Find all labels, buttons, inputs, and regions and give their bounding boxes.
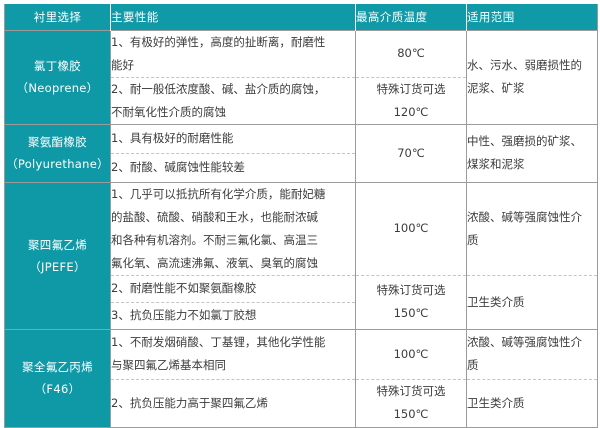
table-row: 聚全氟乙丙烯 （F46） 1、不耐发烟硝酸、丁基锂，其他化学性能 与聚四氟乙烯基… — [4, 328, 598, 427]
column-header-applicable-range: 适用范围 — [466, 4, 598, 30]
table-row: 2、耐酸、碱腐蚀性能较差 — [5, 152, 598, 182]
temperature-line: 特殊订货可选 — [376, 384, 446, 398]
temperature-line: 100℃ — [393, 221, 429, 235]
temperature-line: 100℃ — [393, 346, 429, 361]
performance-line: 2、耐酸、碱腐蚀性能较差 — [111, 160, 245, 174]
performance-line: 与聚四氟乙烯基本相同 — [111, 358, 226, 372]
scope-cell: 浓酸、碱等强腐蚀性介 质 — [466, 181, 598, 275]
material-name-zh: 聚全氟乙丙烯 — [22, 360, 93, 374]
temperature-line: 150℃ — [393, 407, 429, 421]
material-name-en: （JPEFE） — [29, 259, 86, 274]
temperature-cell: 100℃ — [355, 181, 467, 275]
performance-cell: 2、耐酸、碱腐蚀性能较差 — [110, 152, 356, 182]
performance-cell: 1、具有极好的耐磨性能 — [110, 123, 356, 153]
material-name-zh: 聚四氟乙烯 — [28, 237, 87, 252]
table-header-row: 衬里选择 主要性能 最高介质温度 适用范围 — [4, 4, 598, 30]
performance-cell: 3、抗负压能力不如氯丁胶想 — [110, 301, 356, 329]
material-cell-neoprene: 氯丁橡胶 （Neoprene） — [4, 29, 111, 124]
table-row: 2、抗负压能力高于聚四氟乙烯 特殊订货可选 150℃ 卫生类介质 — [5, 378, 598, 427]
table-row: 2、耐一般低浓度酸、碱、盐介质的腐蚀， 不耐氧化性介质的腐蚀 特殊订货可选 12… — [5, 76, 598, 124]
column-header-lining-selection: 衬里选择 — [4, 4, 111, 30]
performance-line: 1、有极好的弹性，高度的扯断离，耐磨性 — [111, 34, 326, 49]
scope-cell: 中性、强磨损的矿浆、 煤浆和泥浆 — [466, 123, 598, 182]
scope-line: 泥浆、矿浆 — [467, 81, 525, 95]
performance-line: 2、抗负压能力高于聚四氟乙烯 — [111, 395, 268, 410]
performance-cell: 1、几乎可以抵抗所有化学介质，能耐妃糖 的盐酸、硫酸、硝酸和王水，也能耐浓碱 和… — [110, 181, 356, 275]
scope-line: 煤浆和泥浆 — [467, 157, 525, 171]
temperature-line: 70℃ — [397, 145, 425, 160]
temperature-cell: 特殊订货可选 150℃ — [355, 274, 467, 329]
performance-line: 3、抗负压能力不如氯丁胶想 — [111, 308, 257, 322]
scope-line: 卫生类介质 — [467, 395, 525, 410]
table-row: 氯丁橡胶 （Neoprene） 1、有极好的弹性，高度的扯断离，耐磨性 能好 8… — [4, 29, 598, 124]
temperature-line: 150℃ — [393, 306, 429, 320]
temperature-cell: 100℃ — [355, 328, 467, 379]
temperature-cell: 80℃ — [355, 29, 467, 77]
temperature-line: 特殊订货可选 — [376, 283, 446, 297]
temperature-cell: 特殊订货可选 150℃ — [355, 378, 467, 427]
performance-line: 2、耐一般低浓度酸、碱、盐介质的腐蚀， — [111, 81, 326, 96]
scope-cell: 卫生类介质 — [466, 378, 598, 427]
scope-cell: 水、污水、弱磨损性的 泥浆、矿浆 — [466, 29, 598, 124]
material-name-zh: 聚氨酯橡胶 — [28, 135, 87, 149]
material-cell-f46: 聚全氟乙丙烯 （F46） — [4, 328, 111, 427]
table-row: 3、抗负压能力不如氯丁胶想 — [5, 301, 598, 329]
temperature-line: 120℃ — [393, 104, 429, 119]
column-header-max-medium-temperature: 最高介质温度 — [355, 4, 467, 30]
performance-line: 能好 — [111, 57, 134, 72]
table-row: 2、耐磨性能不如聚氨酯橡胶 特殊订货可选 150℃ 卫生类介质 — [5, 274, 598, 329]
scope-cell: 浓酸、碱等强腐蚀性介 质 — [466, 328, 598, 379]
material-name-en: （F46） — [34, 382, 81, 396]
column-header-main-performance: 主要性能 — [110, 4, 356, 30]
performance-line: 和各种有机溶剂。不耐三氟化氯、高温三 — [111, 232, 318, 247]
performance-line: 氟化氧、高流速沸氟、液氧、臭氧的腐蚀 — [111, 255, 318, 270]
scope-line: 中性、强磨损的矿浆、 — [467, 134, 582, 148]
performance-cell: 2、耐一般低浓度酸、碱、盐介质的腐蚀， 不耐氧化性介质的腐蚀 — [110, 76, 356, 124]
scope-line: 浓酸、碱等强腐蚀性介 — [467, 335, 582, 349]
performance-cell: 1、有极好的弹性，高度的扯断离，耐磨性 能好 — [110, 29, 356, 77]
temperature-cell: 70℃ — [355, 123, 467, 182]
performance-line: 的盐酸、硫酸、硝酸和王水，也能耐浓碱 — [111, 209, 318, 224]
scope-line: 质 — [467, 358, 479, 372]
material-name-zh: 氯丁橡胶 — [33, 59, 82, 73]
material-cell-jpefe: 聚四氟乙烯 （JPEFE） — [4, 181, 111, 329]
scope-cell: 卫生类介质 — [466, 274, 598, 329]
table-row: 聚四氟乙烯 （JPEFE） 1、几乎可以抵抗所有化学介质，能耐妃糖 的盐酸、硫酸… — [4, 181, 598, 329]
scope-line: 浓酸、碱等强腐蚀性介 — [467, 209, 582, 224]
performance-cell: 1、不耐发烟硝酸、丁基锂，其他化学性能 与聚四氟乙烯基本相同 — [110, 328, 356, 379]
performance-line: 1、具有极好的耐磨性能 — [111, 131, 234, 145]
temperature-cell: 特殊订货可选 120℃ — [355, 76, 467, 124]
temperature-line: 特殊订货可选 — [376, 81, 446, 96]
material-name-en: （Neoprene） — [16, 81, 99, 95]
performance-cell: 2、抗负压能力高于聚四氟乙烯 — [110, 378, 356, 427]
scope-line: 水、污水、弱磨损性的 — [467, 58, 582, 72]
performance-line: 1、不耐发烟硝酸、丁基锂，其他化学性能 — [111, 335, 326, 349]
performance-line: 1、几乎可以抵抗所有化学介质，能耐妃糖 — [111, 186, 326, 201]
lining-selection-table: 衬里选择 主要性能 最高介质温度 适用范围 氯丁橡胶 （Neoprene） 1、… — [4, 4, 598, 428]
temperature-line: 80℃ — [397, 46, 425, 60]
performance-cell: 2、耐磨性能不如聚氨酯橡胶 — [110, 274, 356, 302]
material-name-en: （Polyurethane） — [6, 157, 109, 171]
performance-line: 2、耐磨性能不如聚氨酯橡胶 — [111, 281, 257, 295]
table-row: 聚氨酯橡胶 （Polyurethane） 1、具有极好的耐磨性能 70℃ 中性、… — [4, 123, 598, 182]
material-cell-polyurethane: 聚氨酯橡胶 （Polyurethane） — [4, 123, 111, 182]
performance-line: 不耐氧化性介质的腐蚀 — [111, 104, 226, 119]
scope-line: 卫生类介质 — [467, 294, 525, 309]
scope-line: 质 — [467, 232, 479, 247]
